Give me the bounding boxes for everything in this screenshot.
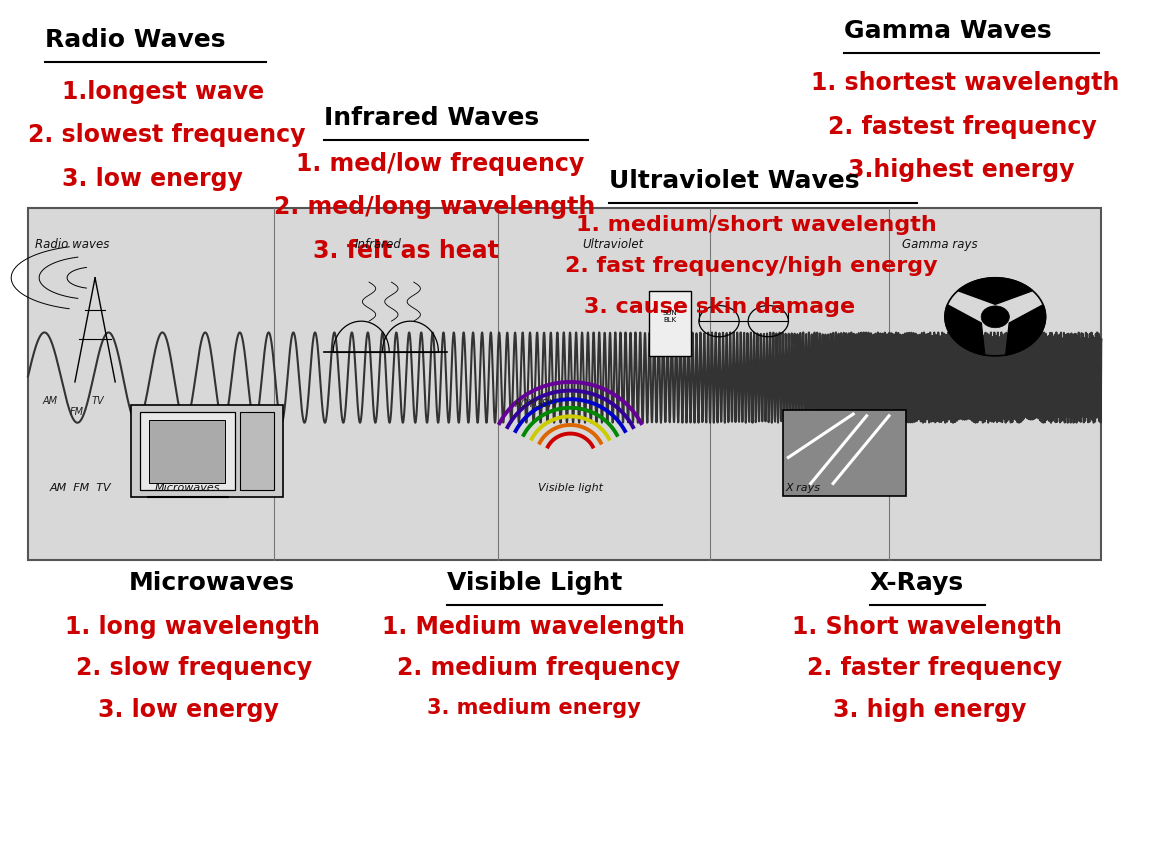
Text: 2. fastest frequency: 2. fastest frequency — [828, 115, 1096, 139]
Text: 3. felt as heat: 3. felt as heat — [313, 239, 499, 263]
Polygon shape — [946, 305, 984, 355]
Text: X rays: X rays — [786, 483, 821, 493]
Text: Gamma rays: Gamma rays — [902, 239, 977, 251]
Text: Infrared: Infrared — [354, 239, 401, 251]
Text: Visible light: Visible light — [537, 483, 603, 493]
Text: Microwaves: Microwaves — [155, 483, 221, 493]
Text: 1. med/low frequency: 1. med/low frequency — [296, 152, 584, 176]
Polygon shape — [958, 278, 1033, 305]
Bar — [240, 412, 274, 490]
Bar — [649, 291, 691, 356]
Text: 3. low energy: 3. low energy — [99, 698, 279, 722]
Text: ROYGBIV: ROYGBIV — [515, 398, 559, 409]
Text: 1.longest wave: 1.longest wave — [61, 80, 263, 104]
Text: Infrared Waves: Infrared Waves — [325, 106, 540, 130]
Text: FM: FM — [69, 407, 83, 418]
Text: 2. med/long wavelength: 2. med/long wavelength — [274, 195, 595, 220]
Text: AM: AM — [42, 396, 58, 406]
Text: 3. low energy: 3. low energy — [61, 167, 242, 191]
Text: 2. medium frequency: 2. medium frequency — [397, 656, 680, 681]
Text: 3. high energy: 3. high energy — [833, 698, 1027, 722]
Text: 1. shortest wavelength: 1. shortest wavelength — [810, 71, 1120, 95]
FancyBboxPatch shape — [131, 405, 283, 497]
Text: AM  FM  TV: AM FM TV — [49, 483, 112, 493]
Text: Radio waves: Radio waves — [35, 239, 109, 251]
Text: Visible Light: Visible Light — [447, 571, 622, 595]
Text: 2. fast frequency/high energy: 2. fast frequency/high energy — [564, 256, 937, 276]
Polygon shape — [1005, 305, 1045, 355]
Text: 2. slow frequency: 2. slow frequency — [76, 656, 312, 681]
Text: 1. long wavelength: 1. long wavelength — [65, 615, 320, 639]
FancyBboxPatch shape — [28, 208, 1102, 560]
Text: 1. medium/short wavelength: 1. medium/short wavelength — [576, 215, 936, 235]
Text: 2. faster frequency: 2. faster frequency — [808, 656, 1062, 681]
Text: Ultraviolet: Ultraviolet — [582, 239, 643, 251]
Circle shape — [981, 306, 1009, 328]
Text: 3. medium energy: 3. medium energy — [427, 698, 641, 718]
Text: X-Rays: X-Rays — [870, 571, 964, 595]
Bar — [140, 412, 235, 490]
Text: 3. cause skin damage: 3. cause skin damage — [583, 297, 855, 317]
Text: 1. Medium wavelength: 1. Medium wavelength — [382, 615, 686, 639]
Text: 2. slowest frequency: 2. slowest frequency — [28, 123, 306, 148]
Text: Gamma Waves: Gamma Waves — [844, 19, 1051, 43]
Bar — [148, 420, 225, 483]
Bar — [783, 410, 906, 496]
Text: Ultraviolet Waves: Ultraviolet Waves — [609, 169, 860, 194]
Text: Microwaves: Microwaves — [128, 571, 295, 595]
Text: Radio Waves: Radio Waves — [45, 28, 226, 52]
Text: TV: TV — [92, 396, 105, 406]
Text: SUN
BLK: SUN BLK — [662, 311, 677, 323]
Text: 1. Short wavelength: 1. Short wavelength — [791, 615, 1062, 639]
Text: 3.highest energy: 3.highest energy — [848, 158, 1074, 182]
